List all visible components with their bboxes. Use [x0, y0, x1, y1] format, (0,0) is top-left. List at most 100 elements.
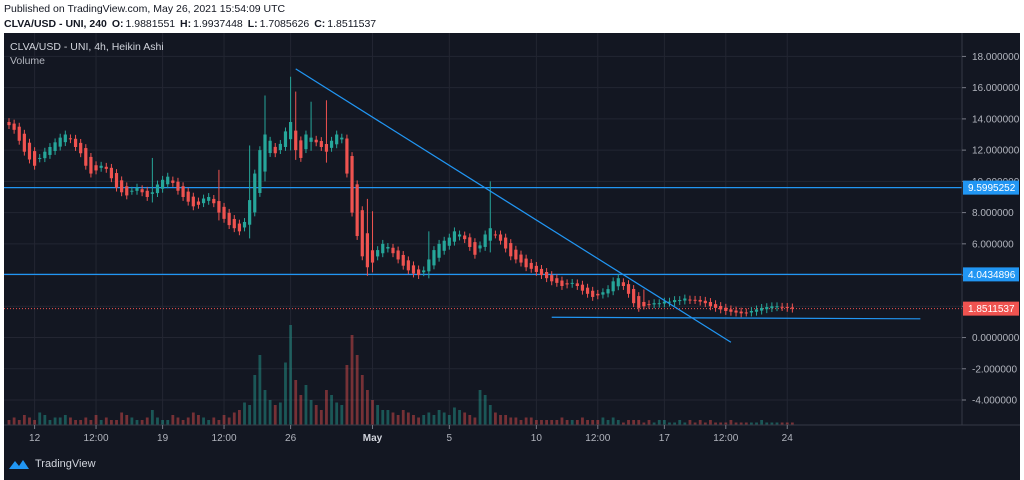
candle-body: [703, 300, 707, 304]
candle-body: [120, 180, 124, 193]
volume-bar: [99, 420, 103, 425]
candle-body: [483, 234, 487, 247]
volume-bar: [478, 390, 482, 425]
candle-body: [22, 133, 26, 152]
volume-bar: [396, 415, 400, 425]
volume-bar: [652, 422, 656, 425]
volume-bar: [217, 420, 221, 425]
candle-body: [667, 301, 672, 303]
candle-body: [319, 141, 323, 148]
candle-body: [145, 190, 149, 197]
candle-body: [391, 247, 395, 254]
volume-bar: [775, 422, 779, 425]
trendlines[interactable]: [295, 68, 921, 343]
candle-body: [237, 223, 241, 232]
volume-bar: [125, 415, 129, 425]
candle-body: [309, 137, 313, 142]
candle-body: [222, 206, 226, 219]
volume-bar: [529, 417, 533, 425]
volume-bar: [360, 375, 364, 425]
tradingview-logo[interactable]: TradingView: [8, 458, 96, 470]
price-tick-label: 8.000000: [972, 208, 1014, 219]
time-tick-label: 12:00: [84, 433, 109, 444]
volume-bar: [662, 420, 666, 425]
candle-body: [591, 290, 595, 297]
candle-body: [765, 307, 769, 310]
candle-body: [217, 201, 221, 213]
volume-bar: [750, 422, 753, 425]
volume-bar: [294, 380, 298, 425]
candle-body: [770, 306, 774, 309]
volume-bar: [755, 422, 758, 425]
candle-body: [606, 289, 610, 294]
close-label: C:: [314, 18, 326, 30]
volume-bar: [642, 422, 646, 425]
volume-bar: [202, 417, 205, 425]
chart-frame[interactable]: 18.00000016.00000014.00000012.00000010.0…: [4, 33, 1020, 451]
candle-body: [360, 210, 364, 257]
candle-body: [478, 245, 482, 249]
candle-body: [498, 234, 503, 241]
volume-bar: [678, 420, 682, 425]
candle-body: [509, 243, 513, 257]
volume-bar: [227, 417, 231, 425]
volume-bar: [268, 400, 272, 425]
price-axis[interactable]: 18.00000016.00000014.00000012.00000010.0…: [961, 33, 1020, 425]
candle-body: [673, 300, 677, 303]
volume-bar: [447, 415, 451, 425]
candle-body: [422, 270, 426, 273]
candle-body: [616, 278, 620, 287]
candle-body: [626, 284, 631, 294]
candle-body: [713, 304, 718, 308]
candle-body: [304, 134, 308, 150]
candle-body: [401, 254, 405, 266]
volume-bar: [186, 417, 190, 425]
volume-bar: [273, 405, 277, 425]
volume-bar: [524, 417, 528, 425]
candle-body: [545, 271, 549, 279]
open-label: O:: [111, 18, 124, 30]
candle-body: [529, 262, 533, 269]
volume-bar: [325, 390, 328, 425]
candle-body: [417, 269, 421, 276]
price-tick-label: 16.000000: [972, 83, 1020, 94]
candle-body: [161, 179, 165, 189]
price-chart[interactable]: 18.00000016.00000014.00000012.00000010.0…: [4, 33, 1020, 451]
volume-bar: [207, 420, 211, 425]
volume-bar: [53, 417, 57, 425]
candle-body: [350, 156, 354, 213]
candle-body: [683, 298, 687, 301]
volume-bar: [545, 420, 548, 425]
candle-body: [207, 196, 211, 201]
time-tick-label: 10: [531, 433, 543, 444]
time-tick-label: 12:00: [212, 433, 237, 444]
volume-bar: [714, 422, 717, 425]
time-tick-label: 26: [285, 433, 297, 444]
candle-body: [212, 198, 216, 204]
candle-body: [539, 268, 544, 276]
symbol-label: CLVA/USD - UNI, 240: [4, 18, 107, 30]
candle-body: [33, 151, 37, 166]
volume-bar: [473, 417, 477, 425]
volume-bar: [212, 417, 216, 425]
candle-body: [760, 307, 764, 311]
ohlc-line: CLVA/USD - UNI, 240 O: 1.9881551 H: 1.9937…: [4, 18, 378, 30]
volume-bar: [668, 422, 671, 425]
volume-bar: [693, 422, 697, 425]
level-price-tag-bg: [963, 180, 1019, 195]
candle-body: [335, 134, 339, 145]
level-price-tag-bg: [963, 267, 1019, 282]
candle-body: [73, 138, 78, 148]
time-axis[interactable]: 12 12:00 19 12:00 26 May 5 10 12:00 17 12:00 24: [4, 424, 1020, 444]
candle-body: [657, 303, 661, 305]
price-tick-label: 18.000000: [972, 52, 1020, 63]
volume-bar: [591, 420, 595, 425]
volume-bar: [319, 410, 323, 425]
candle-body: [785, 306, 789, 308]
candle-body: [580, 284, 585, 291]
volume-bar: [130, 417, 134, 425]
volume-bar: [253, 375, 257, 425]
open-value: 1.9881551: [125, 18, 176, 30]
time-tick-label: 17: [659, 433, 671, 444]
candle-body: [114, 173, 119, 188]
